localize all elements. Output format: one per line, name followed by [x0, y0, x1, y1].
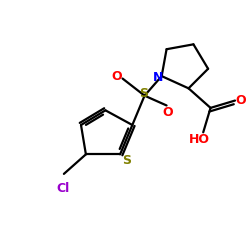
- Text: N: N: [153, 71, 163, 84]
- Text: S: S: [122, 154, 131, 167]
- Text: S: S: [139, 87, 148, 100]
- Text: O: O: [162, 106, 173, 119]
- Text: O: O: [111, 70, 122, 82]
- Text: O: O: [236, 94, 246, 107]
- Text: Cl: Cl: [56, 182, 69, 196]
- Text: HO: HO: [189, 133, 210, 146]
